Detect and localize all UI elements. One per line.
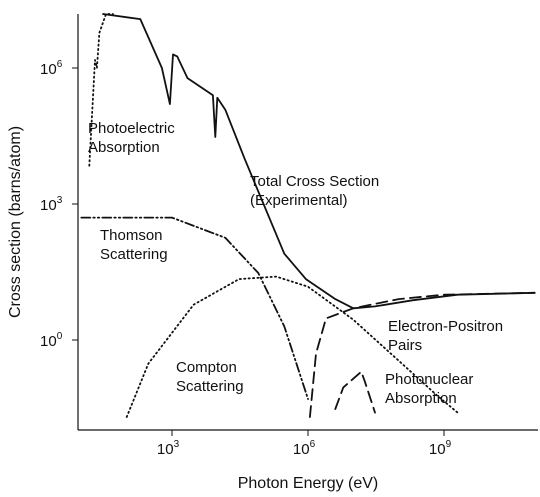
x-tick-label: 109	[429, 439, 452, 458]
x-tick-label: 103	[157, 439, 180, 458]
photoelectric-label: Photoelectric Absorption	[88, 120, 175, 156]
y-tick-label: 106	[40, 59, 63, 78]
total-cross-section-line	[102, 13, 536, 310]
thomson-label: Thomson Scattering	[100, 227, 168, 263]
thomson-line	[80, 216, 309, 400]
y-tick-label: 103	[40, 195, 63, 214]
photonuclear-line	[334, 370, 376, 414]
pair-production-line	[309, 291, 536, 418]
y-tick-label: 100	[40, 331, 63, 350]
compton-label: Compton Scattering	[176, 359, 244, 395]
annotations: Photoelectric Absorption Total Cross Secti…	[88, 120, 503, 407]
pair-production-label: Electron-Positron Pairs	[388, 318, 503, 354]
x-axis-title: Photon Energy (eV)	[238, 475, 379, 492]
curves	[80, 13, 536, 418]
compton-line	[125, 275, 459, 418]
photonuclear-label: Photonuclear Absorption	[385, 371, 473, 407]
total-cross-section-label: Total Cross Section (Experimental)	[250, 173, 379, 209]
x-tick-label: 106	[293, 439, 316, 458]
photoelectric-line	[88, 13, 114, 167]
y-axis-title: Cross section (barns/atom)	[7, 126, 24, 318]
ticks	[72, 67, 445, 436]
tick-labels: 103 106 109 100 103 106	[40, 59, 452, 458]
